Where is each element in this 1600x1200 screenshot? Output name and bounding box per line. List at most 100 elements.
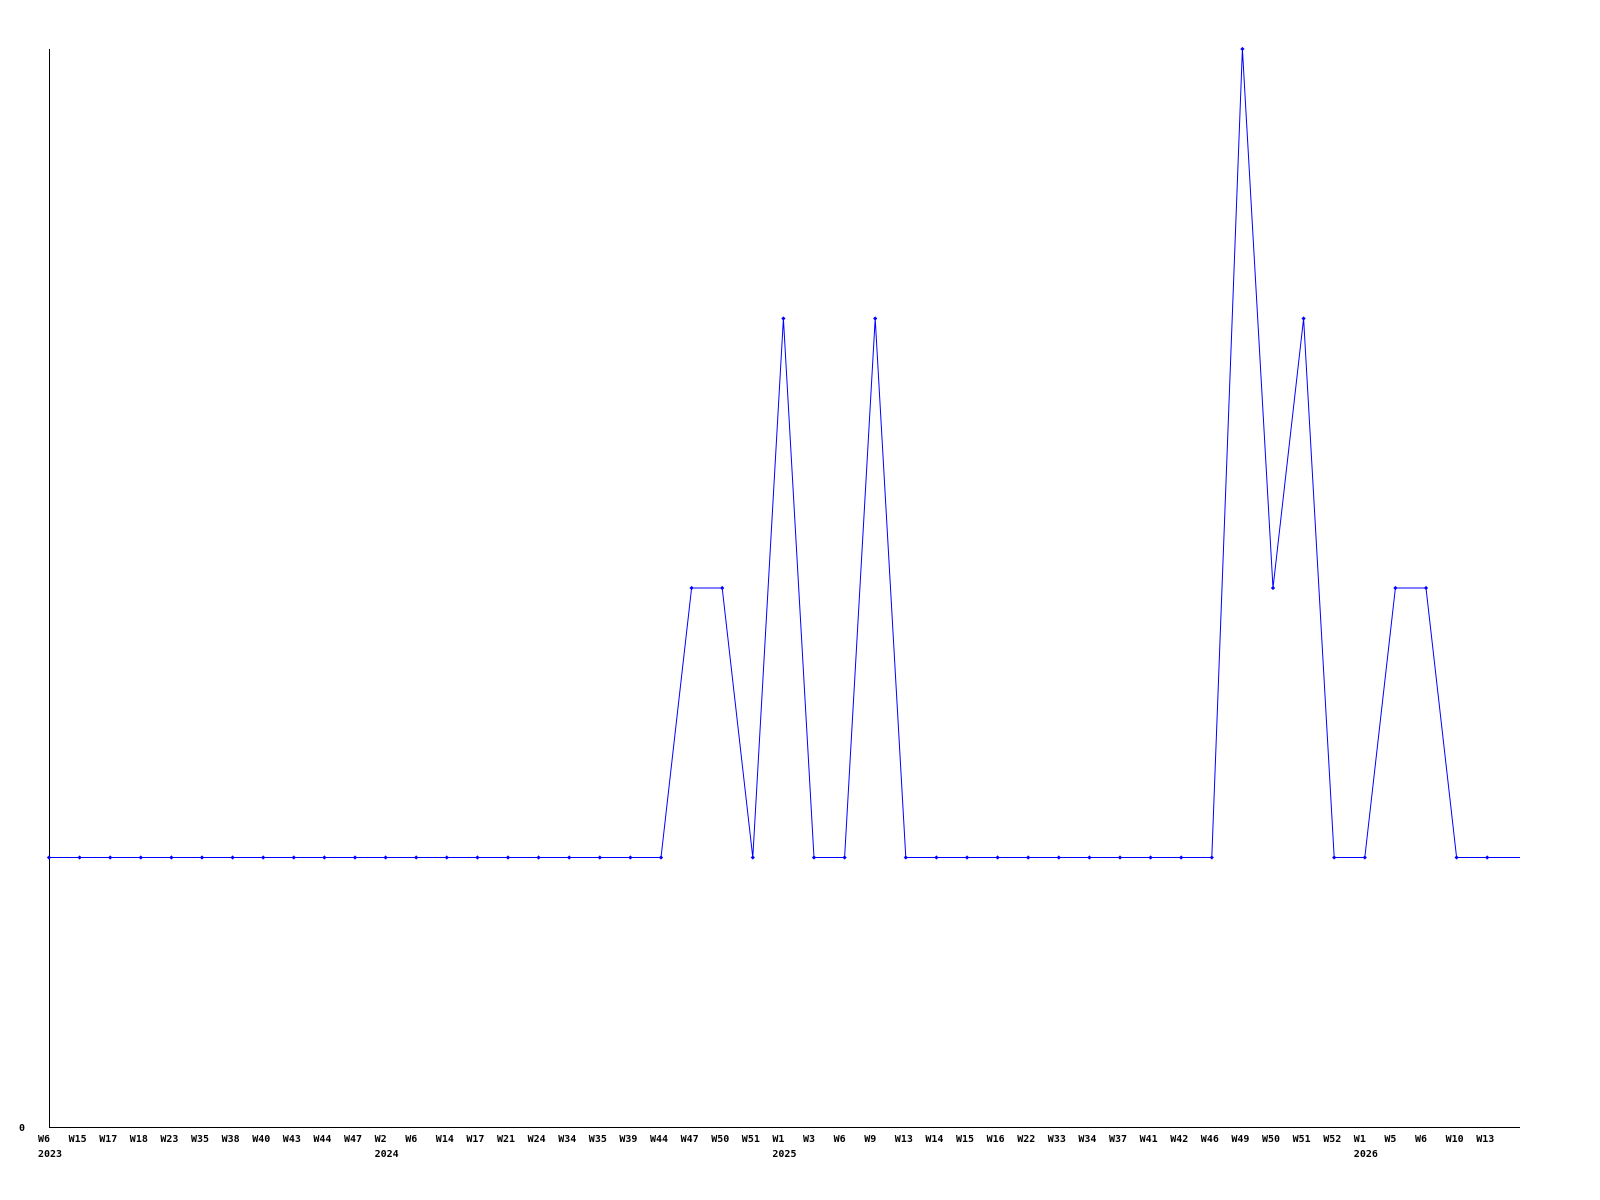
x-tick-label: W43 [283, 1134, 301, 1145]
x-tick-label: W5 [1384, 1134, 1396, 1145]
x-tick-label: W6 [38, 1134, 50, 1145]
data-point [383, 855, 388, 860]
data-point [1393, 585, 1398, 591]
data-point [811, 855, 817, 860]
year-label: 2023 [38, 1149, 62, 1160]
data-point [414, 855, 419, 860]
data-point [1362, 855, 1367, 860]
x-tick-label: W34 [1078, 1134, 1096, 1145]
data-point [230, 855, 235, 860]
x-tick-label: W14 [925, 1134, 943, 1145]
data-point [903, 855, 908, 860]
x-tick-label: W50 [1262, 1134, 1280, 1145]
x-tick-label: W16 [987, 1134, 1005, 1145]
x-tick-label: W17 [99, 1134, 117, 1145]
data-point [1454, 855, 1459, 860]
data-point [475, 855, 480, 860]
x-tick-label: W24 [528, 1134, 546, 1145]
data-point [689, 585, 694, 591]
data-point [1087, 855, 1092, 860]
data-point [964, 855, 970, 860]
x-tick-label: W51 [1293, 1134, 1311, 1145]
x-tick-label: W51 [742, 1134, 760, 1145]
x-tick-label: W9 [864, 1134, 876, 1145]
data-point [1179, 855, 1184, 860]
x-tick-label: W52 [1323, 1134, 1341, 1145]
x-tick-label: W47 [344, 1134, 362, 1145]
series-line [49, 48, 1520, 858]
x-tick-label: W22 [1017, 1134, 1035, 1145]
x-tick-label: W1 [1354, 1134, 1366, 1145]
x-tick-label: W44 [313, 1134, 331, 1145]
x-tick-label: W17 [466, 1134, 484, 1145]
data-point [1270, 585, 1276, 591]
x-tick-label: W42 [1170, 1134, 1188, 1145]
data-point [536, 855, 541, 860]
data-point [658, 855, 664, 860]
year-label: 2025 [772, 1149, 796, 1160]
x-tick-label: W3 [803, 1134, 815, 1145]
data-point [842, 855, 847, 860]
data-point [720, 585, 725, 591]
data-point [138, 855, 143, 860]
data-point [1117, 855, 1123, 860]
data-point [995, 855, 1000, 860]
data-point [781, 316, 786, 321]
x-tick-label: W21 [497, 1134, 515, 1145]
x-tick-label: W15 [69, 1134, 87, 1145]
x-tick-label: W18 [130, 1134, 148, 1145]
data-point [108, 855, 113, 860]
year-label: 2024 [375, 1149, 399, 1160]
data-point [444, 855, 449, 860]
x-tick-label: W23 [160, 1134, 178, 1145]
x-tick-label: W15 [956, 1134, 974, 1145]
data-point [77, 855, 82, 860]
x-tick-label: W49 [1231, 1134, 1249, 1145]
data-point [1240, 46, 1245, 52]
data-point [322, 855, 327, 860]
x-tick-label: W47 [681, 1134, 699, 1145]
x-tick-label: W50 [711, 1134, 729, 1145]
x-tick-label: W13 [895, 1134, 913, 1145]
data-point [1332, 855, 1337, 860]
x-tick-label: W35 [589, 1134, 607, 1145]
x-tick-label: W13 [1476, 1134, 1494, 1145]
x-tick-label: W38 [222, 1134, 240, 1145]
data-point [1026, 855, 1031, 860]
data-point [934, 855, 939, 860]
data-point [1209, 855, 1214, 860]
x-tick-label: W6 [834, 1134, 846, 1145]
x-tick-label: W35 [191, 1134, 209, 1145]
data-point [750, 855, 755, 860]
y-tick-label: 0 [19, 1123, 25, 1134]
x-tick-label: W39 [619, 1134, 637, 1145]
year-label: 2026 [1354, 1149, 1378, 1160]
x-tick-label: W34 [558, 1134, 576, 1145]
x-tick-label: W46 [1201, 1134, 1219, 1145]
data-point [628, 855, 633, 860]
data-point [597, 855, 602, 860]
data-point [1485, 855, 1490, 860]
x-tick-label: W2 [375, 1134, 387, 1145]
x-tick-label: W41 [1140, 1134, 1158, 1145]
data-point [261, 855, 266, 860]
data-point [169, 855, 174, 860]
x-tick-label: W37 [1109, 1134, 1127, 1145]
data-point [1423, 585, 1429, 591]
x-tick-label: W33 [1048, 1134, 1066, 1145]
x-tick-label: W6 [405, 1134, 417, 1145]
data-point [352, 855, 358, 860]
x-tick-label: W6 [1415, 1134, 1427, 1145]
data-point [46, 855, 52, 860]
x-tick-label: W44 [650, 1134, 668, 1145]
data-point [1301, 316, 1306, 321]
data-point [291, 855, 296, 860]
data-point [1056, 855, 1061, 860]
data-point [567, 855, 572, 860]
data-point [505, 855, 511, 860]
data-point [873, 316, 878, 321]
x-tick-label: W14 [436, 1134, 454, 1145]
data-point [1148, 855, 1153, 860]
x-tick-label: W10 [1446, 1134, 1464, 1145]
